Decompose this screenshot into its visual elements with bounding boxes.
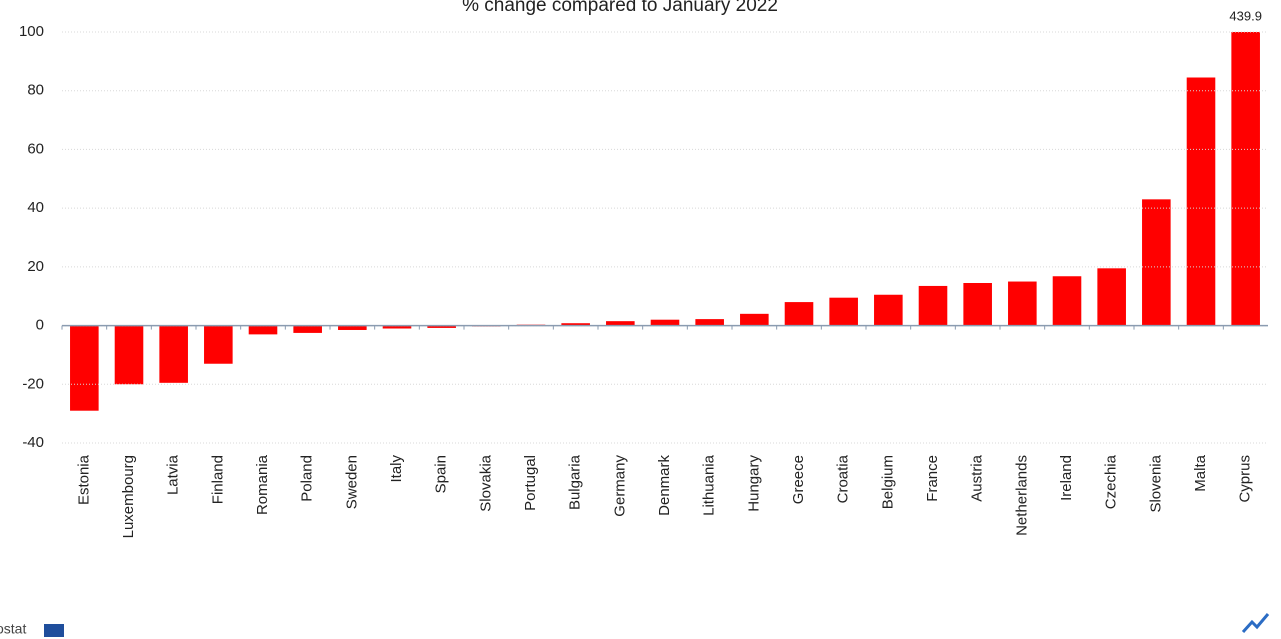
bar: [740, 313, 769, 326]
x-tick-label: Poland: [299, 455, 316, 502]
bar: [963, 283, 992, 326]
bar: [1142, 199, 1171, 326]
bar: [293, 325, 322, 333]
x-tick-label: Greece: [790, 455, 807, 504]
x-tick-label: France: [924, 455, 941, 502]
bar: [918, 285, 948, 326]
logo-flag: [44, 624, 64, 637]
bar: [427, 325, 456, 328]
bar: [1008, 281, 1037, 326]
y-tick-label: 0: [36, 317, 44, 334]
bar: [114, 325, 144, 385]
x-tick-label: Denmark: [656, 455, 673, 516]
bar: [70, 325, 99, 411]
logo-icon: [1241, 613, 1270, 634]
bar: [1052, 276, 1082, 326]
bar: [1097, 268, 1126, 326]
x-tick-label: Austria: [969, 454, 986, 501]
bar: [650, 319, 680, 326]
y-tick-label: -40: [22, 434, 44, 451]
bar: [382, 325, 412, 329]
bar: [1231, 32, 1260, 326]
bar: [784, 302, 814, 326]
x-tick-label: Cyprus: [1237, 455, 1254, 503]
bar: [829, 297, 858, 326]
x-tick-label: Spain: [433, 455, 450, 493]
chart-title: % change compared to January 2022: [462, 0, 778, 16]
x-tick-label: Malta: [1192, 454, 1209, 491]
x-tick-label: Slovakia: [477, 454, 494, 511]
bar: [1186, 77, 1216, 326]
y-tick-label: 40: [27, 199, 44, 216]
y-tick-label: 100: [19, 23, 44, 40]
y-tick-label: 60: [27, 140, 44, 157]
x-tick-label: Lithuania: [701, 454, 718, 516]
y-tick-label: 80: [27, 82, 44, 99]
bars: [70, 32, 1260, 411]
x-tick-label: Romania: [254, 454, 271, 515]
bar: [338, 325, 367, 330]
y-tick-label: -20: [22, 375, 44, 392]
x-tick-label: Bulgaria: [567, 454, 584, 510]
bar: [606, 321, 635, 326]
x-tick-label: Croatia: [835, 454, 852, 503]
x-tick-label: Portugal: [522, 455, 539, 511]
x-tick-label: Czechia: [1103, 454, 1120, 509]
bar: [695, 319, 724, 326]
x-tick-label: Belgium: [879, 455, 896, 509]
bar: [204, 325, 233, 364]
bar: [159, 325, 188, 383]
logo-text: ostat: [0, 621, 26, 637]
x-tick-label: Slovenia: [1147, 454, 1164, 512]
x-tick-label: Hungary: [745, 455, 762, 512]
data-label: 439.9: [1229, 8, 1262, 23]
x-tick-label: Estonia: [75, 454, 92, 505]
x-tick-label: Italy: [388, 455, 405, 483]
x-tick-label: Ireland: [1058, 455, 1075, 501]
x-tick-label: Sweden: [343, 455, 360, 509]
bar: [561, 323, 590, 326]
x-tick-label: Luxembourg: [120, 455, 137, 538]
x-tick-label: Germany: [611, 455, 628, 517]
y-tick-label: 20: [27, 258, 44, 275]
bar: [248, 325, 278, 335]
x-tick-label: Netherlands: [1013, 455, 1030, 536]
x-tick-label: Finland: [209, 455, 226, 504]
x-tick-label: Latvia: [165, 454, 182, 495]
bar: [874, 294, 903, 326]
